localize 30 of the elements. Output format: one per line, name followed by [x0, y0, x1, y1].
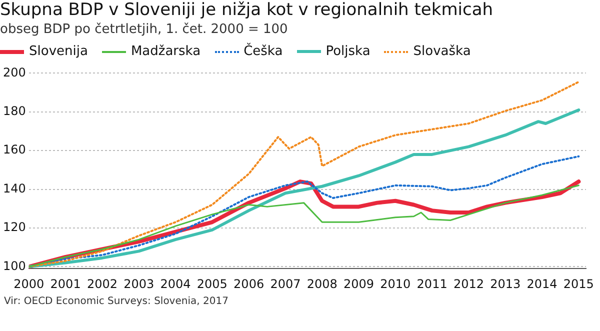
y-tick-label: 120 [3, 220, 26, 234]
text: Vir: OECD Economic Surveys: Slovenia, 2017 [3, 295, 230, 308]
legend-label: Poljska [326, 44, 370, 59]
x-tick-label: 2000 [14, 276, 44, 291]
x-tick-label: 2011 [416, 276, 448, 291]
x-tick-label: 2005 [196, 276, 228, 291]
legend-label: Madžarska [130, 44, 201, 59]
y-tick-label: 160 [3, 142, 26, 157]
x-tick-label: 2008 [306, 276, 338, 291]
x-tick-label: 2007 [270, 276, 301, 291]
chart-subtitle: obseg BDP po četrtletjih, 1. čet. 2000 = 100 [0, 21, 289, 38]
x-tick-label: 2006 [234, 276, 264, 291]
x-tick-label: 2014 [526, 276, 558, 291]
legend-label: Slovenija [29, 44, 88, 59]
y-tick-label: 100 [3, 258, 26, 273]
x-tick-label: 2013 [490, 276, 521, 291]
y-tick-label: 180 [3, 104, 26, 118]
legend-label: Češka [244, 44, 283, 59]
x-tick-label: 2002 [86, 276, 118, 291]
x-tick-label: 2010 [380, 276, 411, 291]
x-tick-label: 2001 [50, 276, 81, 291]
y-tick-label: 200 [3, 65, 26, 80]
x-tick-label: 2009 [343, 276, 374, 291]
legend-label: Slovaška [413, 44, 471, 59]
x-tick-label: 2004 [160, 276, 191, 291]
x-tick-label: 2003 [124, 276, 154, 291]
x-tick-label: 2015 [563, 276, 594, 291]
y-tick-label: 140 [3, 181, 26, 196]
x-tick-label: 2012 [453, 276, 484, 291]
chart-title: Skupna BDP v Sloveniji je nižja kot v regionalnih tekmicah [0, 0, 494, 21]
